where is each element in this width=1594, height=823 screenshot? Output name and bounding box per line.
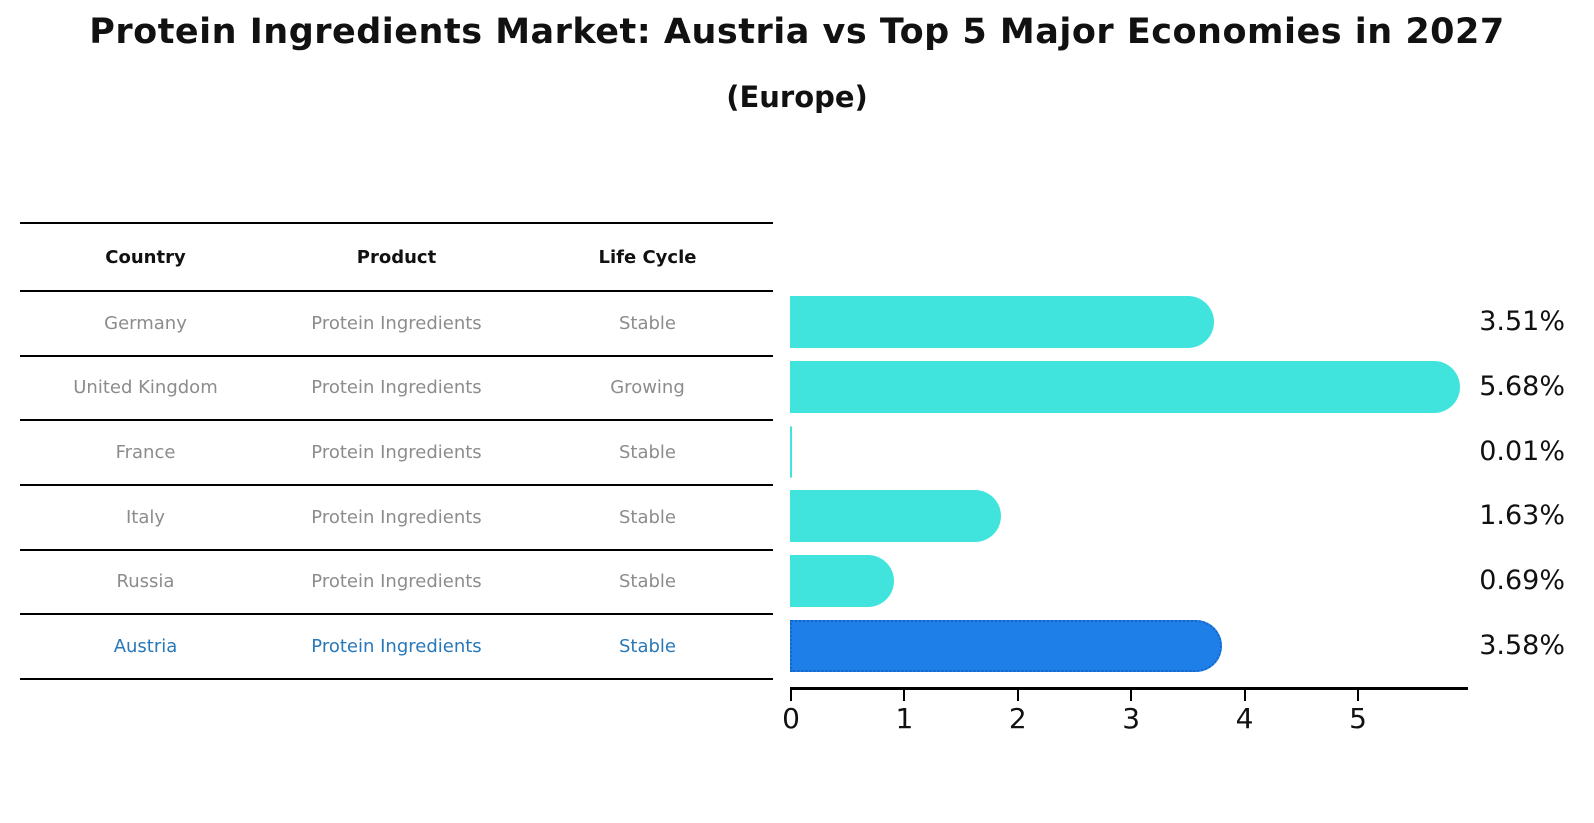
x-axis-tick — [1130, 690, 1133, 701]
table-cell-product: Protein Ingredients — [311, 506, 482, 528]
table-header-row: Country Product Life Cycle — [20, 224, 773, 292]
value-label: 0.69% — [1479, 564, 1565, 596]
value-labels: 3.51% 5.68% 0.01% 1.63% 0.69% 3.58% — [1438, 290, 1565, 678]
x-axis-tick-label: 4 — [1235, 702, 1254, 735]
country-table: Country Product Life Cycle Germany Protei… — [20, 222, 773, 680]
bar-italy — [790, 490, 1001, 543]
x-axis-tick-label: 1 — [895, 702, 914, 735]
x-axis-tick — [903, 690, 906, 701]
x-axis-tick — [1243, 690, 1246, 701]
bar-germany — [790, 296, 1215, 349]
header-cell-life-cycle: Life Cycle — [598, 246, 697, 268]
table-cell-country: Austria — [113, 636, 178, 658]
header-cell-product: Product — [356, 246, 437, 268]
table-cell-life-cycle: Stable — [618, 312, 676, 334]
table-cell-life-cycle: Stable — [618, 506, 676, 528]
bar-russia — [790, 554, 895, 607]
table-row: Germany Protein Ingredients Stable — [20, 292, 773, 357]
page-title: Protein Ingredients Market: Austria vs T… — [89, 12, 1505, 52]
value-label: 5.68% — [1479, 370, 1565, 402]
table-cell-country: United Kingdom — [73, 377, 218, 399]
x-axis-tick-label: 5 — [1349, 702, 1367, 735]
table-cell-life-cycle: Growing — [610, 377, 685, 399]
x-axis-tick-label: 2 — [1008, 702, 1027, 735]
table-cell-country: Germany — [104, 312, 187, 334]
x-axis-tick — [1016, 690, 1019, 701]
value-label: 1.63% — [1479, 500, 1565, 532]
table-cell-product: Protein Ingredients — [311, 636, 482, 658]
bar-france — [790, 425, 792, 478]
x-axis-tick — [1357, 690, 1359, 701]
table-row: United Kingdom Protein Ingredients Growing — [20, 357, 773, 422]
table-row: France Protein Ingredients Stable — [20, 421, 773, 486]
x-axis-tick — [790, 690, 792, 701]
value-label: 3.58% — [1479, 629, 1565, 661]
table-cell-life-cycle: Stable — [618, 571, 676, 593]
value-label: 3.51% — [1479, 306, 1565, 338]
table-cell-country: Italy — [125, 506, 166, 528]
bar-united-kingdom — [790, 360, 1461, 413]
table-cell-product: Protein Ingredients — [311, 442, 482, 464]
x-axis-tick-label: 0 — [782, 702, 800, 735]
table-cell-product: Protein Ingredients — [311, 571, 482, 593]
page-subtitle: (Europe) — [726, 80, 868, 114]
table-row: Russia Protein Ingredients Stable — [20, 551, 773, 616]
table-body: Germany Protein Ingredients Stable United K… — [20, 292, 773, 680]
table-cell-product: Protein Ingredients — [311, 312, 482, 334]
x-axis-tick-label: 3 — [1122, 702, 1141, 735]
table-cell-country: Russia — [116, 571, 175, 593]
header-cell-country: Country — [105, 246, 186, 268]
table-cell-life-cycle: Stable — [618, 636, 676, 658]
bar-austria — [790, 619, 1222, 672]
table-cell-product: Protein Ingredients — [311, 377, 482, 399]
value-label: 0.01% — [1479, 435, 1565, 467]
table-row: Austria Protein Ingredients Stable — [20, 615, 773, 680]
table-row: Italy Protein Ingredients Stable — [20, 486, 773, 551]
table-cell-life-cycle: Stable — [618, 442, 676, 464]
bar-chart — [790, 290, 1490, 678]
table-cell-country: France — [115, 442, 176, 464]
x-axis-line — [790, 687, 1468, 690]
